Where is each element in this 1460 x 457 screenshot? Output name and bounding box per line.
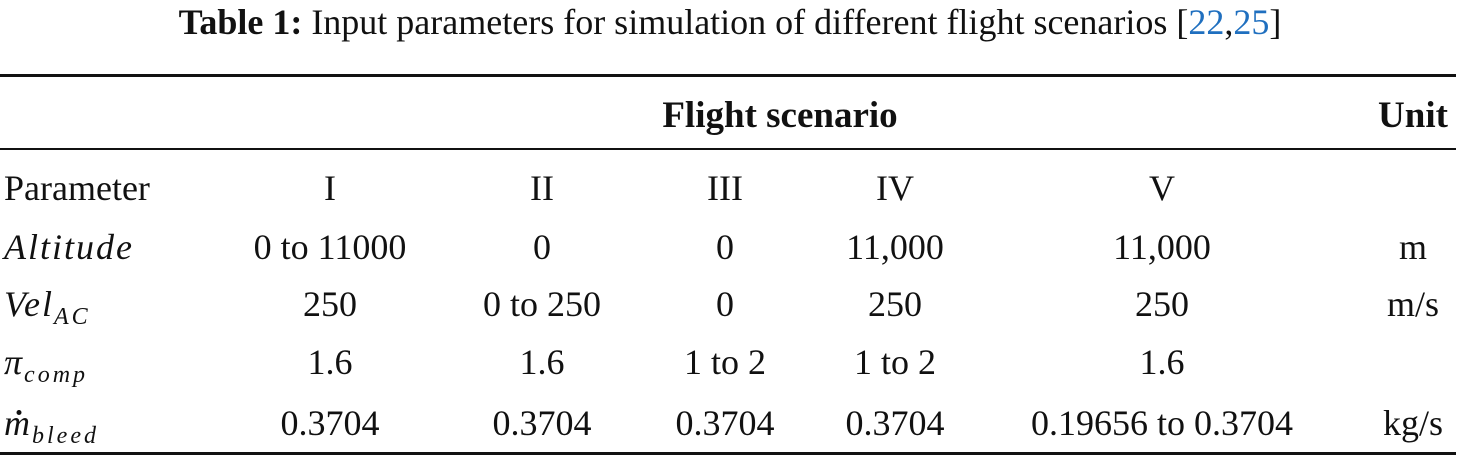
table-cell: 11,000 xyxy=(1113,227,1211,267)
header-scenario-iv: IV xyxy=(876,168,914,208)
table-cell: 0.3704 xyxy=(675,403,775,443)
table-cell: 11,000 xyxy=(846,227,944,267)
header-parameter: Parameter xyxy=(4,168,150,208)
unit-cell: kg/s xyxy=(1382,403,1444,443)
table-cell: 250 xyxy=(1135,284,1189,324)
table-cell: 1 to 2 xyxy=(853,342,937,382)
header-scenario-i: I xyxy=(324,168,336,208)
header-scenario-ii: II xyxy=(530,168,554,208)
table-cell: 0 to 11000 xyxy=(253,227,407,267)
header-flight-scenario: Flight scenario xyxy=(662,95,898,136)
citation-open-bracket: [ xyxy=(1176,2,1189,42)
table-cell: 0.3704 xyxy=(280,403,380,443)
table-cell: 0 xyxy=(533,227,551,267)
table-cell: 250 xyxy=(303,284,357,324)
header-scenario-v: V xyxy=(1149,168,1175,208)
citation-close-bracket: ] xyxy=(1269,2,1282,42)
param-pi-comp: πcomp xyxy=(4,342,89,388)
citation-link-22[interactable]: 22 xyxy=(1188,2,1225,42)
param-altitude: Altitude xyxy=(4,227,134,267)
table-cell: 0.19656 to 0.3704 xyxy=(1030,403,1294,443)
table-cell: 0 xyxy=(716,284,734,324)
table-caption: Table 1: Input parameters for simulation… xyxy=(0,2,1460,42)
unit-cell: m xyxy=(1398,227,1428,267)
caption-text: Input parameters for simulation of diffe… xyxy=(311,2,1168,42)
table-cell: 0 xyxy=(716,227,734,267)
table-cell: 250 xyxy=(868,284,922,324)
table-cell: 0.3704 xyxy=(845,403,945,443)
param-vel-ac: VelAC xyxy=(4,284,91,330)
table-cell: 1 to 2 xyxy=(683,342,767,382)
caption-label: Table 1: xyxy=(178,2,303,42)
table-cell: 1.6 xyxy=(307,342,353,382)
table-bottom-rule xyxy=(0,452,1456,455)
header-unit: Unit xyxy=(1378,95,1448,136)
unit-cell: m/s xyxy=(1386,284,1440,324)
header-scenario-iii: III xyxy=(707,168,743,208)
table-cell: 0.3704 xyxy=(492,403,592,443)
table-header-rule xyxy=(0,148,1456,150)
citation-link-25[interactable]: 25 xyxy=(1233,2,1270,42)
table-cell: 0 to 250 xyxy=(482,284,602,324)
citation-separator: , xyxy=(1224,2,1234,42)
param-m-bleed: mbleed xyxy=(4,403,99,449)
table-cell: 1.6 xyxy=(519,342,565,382)
table-top-rule xyxy=(0,74,1456,77)
table-cell: 1.6 xyxy=(1139,342,1185,382)
